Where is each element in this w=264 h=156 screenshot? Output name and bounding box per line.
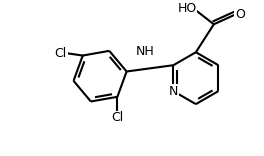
Text: N: N <box>169 85 178 98</box>
Text: HO: HO <box>177 2 196 15</box>
Text: NH: NH <box>136 45 155 58</box>
Text: Cl: Cl <box>111 111 124 124</box>
Text: O: O <box>235 8 245 21</box>
Text: Cl: Cl <box>55 47 67 60</box>
